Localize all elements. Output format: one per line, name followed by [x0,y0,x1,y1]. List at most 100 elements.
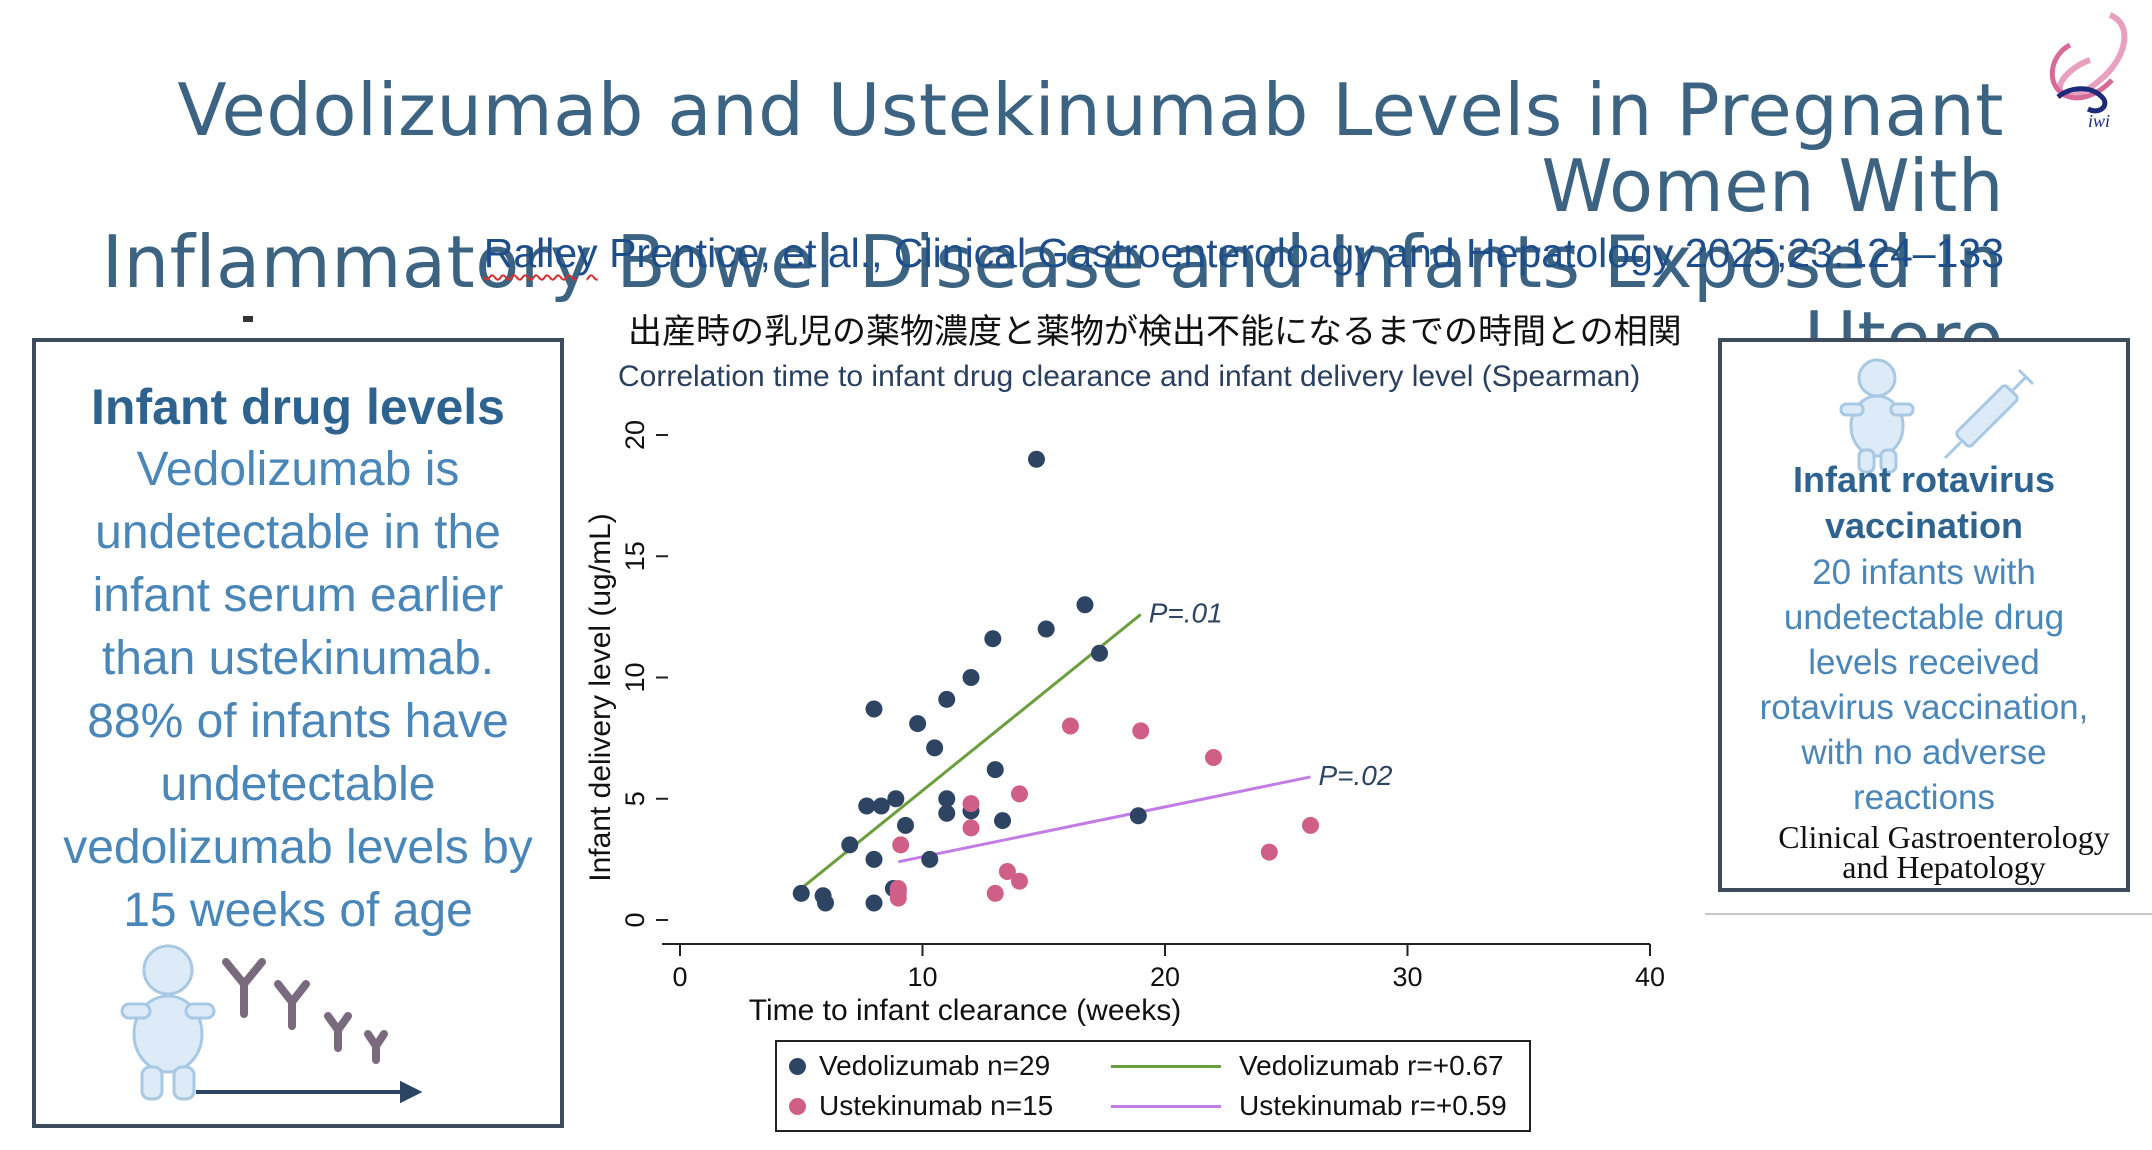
left-line: than ustekinumab. [101,632,495,685]
legend-ustekinumab-fit-line [1111,1105,1221,1108]
vedolizumab-point [938,690,956,708]
vedolizumab-point [858,797,876,815]
p-value-annotation: P=.01 [1149,597,1223,628]
vedolizumab-point [926,739,944,757]
right-heading-line: vaccination [1824,505,2024,546]
vedolizumab-point [1129,807,1147,825]
vedolizumab-point [921,850,939,868]
left-line: Vedolizumab is [136,443,460,496]
iwi-logo: iwi [2049,12,2128,131]
x-tick-label: 30 [1392,962,1422,992]
x-tick-label: 40 [1635,962,1665,992]
ustekinumab-point [1205,749,1222,767]
baby-antibody-icon [120,944,423,1104]
vedolizumab-point [994,812,1012,830]
x-tick-label: 10 [907,962,937,992]
right-line: reactions [1852,778,1996,817]
vedolizumab-point [865,700,883,718]
journal-logo: Clinical Gastroenterology and Hepatology [1722,819,2126,885]
chart-english-title: Correlation time to infant drug clearanc… [618,360,1641,393]
vedolizumab-point [841,836,859,854]
legend-ustekinumab-marker [789,1098,806,1115]
ustekinumab-point [1260,843,1278,861]
baby-icon [1839,358,1915,474]
citation-author: Ralley [483,230,598,276]
vedolizumab-point [938,804,956,822]
y-axis-label: Infant delivery level (ug/mL) [584,513,617,882]
slide-title: Vedolizumab and Ustekinumab Levels in Pr… [4,72,2004,376]
vedolizumab-point [872,797,890,815]
x-tick-label: 0 [672,962,687,992]
x-axis-label: Time to infant clearance (weeks) [749,994,1181,1027]
antibody-icons [222,958,388,1064]
legend-ustekinumab-fit-label: Ustekinumab r=+0.59 [1239,1090,1507,1121]
ustekinumab-point [1132,722,1150,740]
vedolizumab-point [865,850,883,868]
citation-rest: Prentice, et al., Clinical Gastroenterol… [597,230,2004,276]
left-line: undetectable in the [95,506,501,559]
infant-drug-levels-panel: Infant drug levels Vedolizumab is undete… [32,338,564,1128]
ustekinumab-point [962,795,980,813]
left-line: 88% of infants have [87,695,509,748]
stray-bullet [243,316,253,322]
journal-line: Clinical Gastroenterology [1778,819,2110,855]
y-tick-label: 10 [620,662,650,692]
baby-icon [120,944,216,1101]
baby-syringe-icon [1839,358,2035,474]
vedolizumab-point [865,894,883,912]
y-tick-label: 20 [620,420,650,450]
left-panel-heading: Infant drug levels [91,379,505,435]
ustekinumab-point [1011,872,1028,890]
arrow-icon [196,1080,423,1104]
vedolizumab-point [817,894,834,912]
vedolizumab-point [909,715,927,733]
left-panel-body: Vedolizumab is undetectable in the infan… [36,438,560,942]
chart-legend: Vedolizumab n=29 Ustekinumab n=15 Vedoli… [775,1040,1531,1132]
right-line: levels received [1808,643,2040,682]
vedolizumab-point [1027,450,1045,468]
right-panel-heading: Infant rotavirus vaccination [1722,457,2126,549]
legend-vedolizumab-fit-label: Vedolizumab r=+0.67 [1239,1050,1504,1081]
y-tick-label: 0 [620,912,650,927]
ustekinumab-point [889,884,907,902]
legend-vedolizumab-label: Vedolizumab n=29 [819,1050,1051,1081]
title-line-2: Inflammatory Bowel Disease and Infants E… [101,220,2004,376]
chart-japanese-title: 出産時の乳児の薬物濃度と薬物が検出不能になるまでの時間との相関 [628,312,1682,352]
left-line: undetectable [160,758,436,811]
right-line: rotavirus vaccination, [1759,688,2089,727]
legend-vedolizumab-fit-line [1111,1065,1221,1068]
left-line: infant serum earlier [92,569,504,622]
y-tick-label: 5 [620,791,650,806]
vedolizumab-point [1091,644,1109,662]
y-tick-label: 15 [620,541,650,571]
ustekinumab-point [1302,816,1319,834]
citation: Ralley Prentice, et al., Clinical Gastro… [104,228,2004,278]
right-line: 20 infants with [1812,553,2036,592]
vedolizumab-point [1076,596,1094,614]
ustekinumab-point [892,836,910,854]
vedolizumab-point [938,790,956,808]
vedolizumab-point [984,630,1002,648]
vedolizumab-point [792,884,810,902]
ustekinumab-point [1061,717,1079,735]
vedolizumab-point [897,816,915,834]
left-line: 15 weeks of age [123,884,473,937]
vedolizumab-point [1037,620,1055,638]
fit-line-1 [897,775,1311,864]
right-line: with no adverse [1801,733,2047,772]
ustekinumab-point [962,819,980,837]
legend-ustekinumab-label: Ustekinumab n=15 [819,1090,1054,1121]
title-line-1: Vedolizumab and Ustekinumab Levels in Pr… [177,68,2004,228]
syringe-icon [1943,368,2035,460]
journal-line: and Hepatology [1842,849,2046,885]
divider [1705,913,2152,915]
ustekinumab-point [986,884,1004,902]
vedolizumab-point [887,790,905,808]
right-line: undetectable drug [1783,598,2065,637]
rotavirus-vaccination-panel: Infant rotavirus vaccination 20 infants … [1718,338,2130,892]
legend-vedolizumab-marker [789,1058,806,1075]
p-value-annotation: P=.02 [1319,760,1393,791]
ustekinumab-point [1011,785,1028,803]
vedolizumab-point [962,669,980,686]
